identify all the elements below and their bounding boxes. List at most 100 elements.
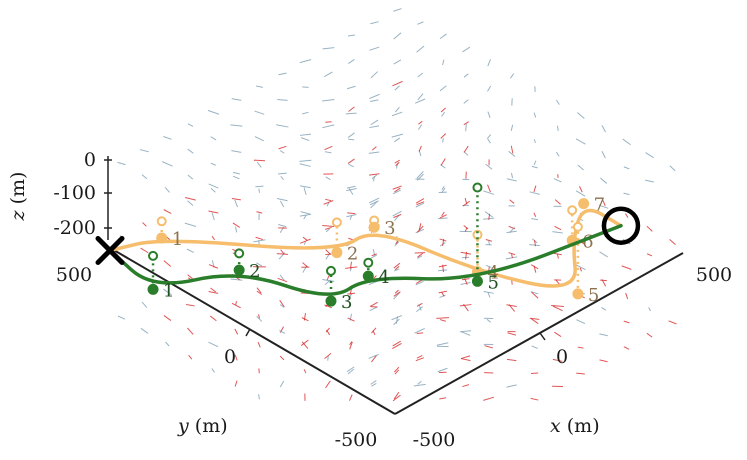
field-arrow (279, 150, 285, 154)
field-arrow (531, 318, 539, 324)
field-arrow (141, 301, 148, 308)
field-arrow (442, 264, 444, 273)
field-arrow (418, 145, 422, 152)
field-arrow (552, 231, 563, 234)
field-arrow (299, 213, 312, 217)
field-arrow (442, 138, 444, 143)
field-arrow (600, 279, 607, 282)
target-marker (156, 216, 167, 227)
field-arrow (349, 267, 352, 272)
waypoint-dot (368, 221, 380, 233)
field-arrow (579, 186, 583, 193)
field-arrow (187, 148, 194, 154)
field-arrow (303, 214, 307, 220)
field-arrow (622, 138, 631, 146)
field-arrow (255, 185, 264, 188)
field-arrow (346, 366, 355, 372)
waypoint-label: 2 (347, 244, 358, 265)
field-arrow (575, 264, 586, 271)
field-arrow (187, 123, 194, 127)
field-arrow (231, 150, 242, 153)
waypoint-label: 4 (378, 267, 389, 288)
field-arrow (418, 120, 423, 125)
field-arrow (507, 332, 517, 336)
field-arrow (529, 317, 540, 320)
target-marker (572, 221, 583, 232)
field-arrow (301, 317, 309, 322)
field-arrow (416, 45, 425, 53)
field-arrow (279, 299, 285, 308)
waypoint-label: 5 (487, 272, 498, 293)
field-arrow (368, 353, 379, 359)
field-arrow (280, 249, 285, 254)
field-arrow (437, 217, 448, 220)
field-arrow (299, 185, 311, 189)
field-arrow (648, 307, 652, 312)
field-arrow (440, 158, 446, 166)
field-arrow (256, 315, 263, 322)
y-tick-mark (245, 328, 251, 337)
x-axis-label: x (m) (550, 415, 600, 437)
field-arrow (531, 291, 539, 299)
field-arrow (460, 355, 471, 360)
field-arrow (533, 212, 537, 217)
field-arrow (509, 199, 515, 204)
field-arrow (278, 223, 287, 228)
field-arrow (556, 254, 559, 259)
field-arrow (463, 73, 469, 78)
field-arrow (624, 213, 629, 218)
field-arrow (278, 72, 287, 76)
field-arrow (276, 253, 289, 255)
field-arrow (322, 47, 335, 50)
target-marker (331, 217, 342, 228)
field-arrow (459, 304, 472, 307)
x-tick-mark (539, 332, 546, 341)
field-arrow (601, 198, 606, 207)
field-arrow (371, 146, 377, 151)
field-arrow (345, 112, 357, 115)
field-arrow (413, 383, 426, 387)
field-arrow (394, 187, 401, 193)
field-arrow (254, 110, 265, 115)
field-arrow (231, 198, 241, 201)
waypoint-dot (578, 198, 590, 210)
field-arrow (416, 225, 424, 233)
field-arrow (417, 252, 424, 258)
field-arrow (462, 46, 471, 53)
waypoint-label: 4 (487, 263, 498, 284)
field-arrow (394, 106, 400, 113)
x-tick-label: 0 (556, 346, 568, 368)
field-arrow (415, 228, 425, 234)
waypoint-label: 3 (384, 218, 395, 239)
field-arrow (463, 303, 469, 312)
field-arrow (436, 342, 449, 346)
field-arrow (324, 71, 333, 78)
field-arrow (506, 230, 517, 234)
field-arrow (163, 288, 172, 296)
field-arrow (552, 305, 563, 312)
field-arrow (186, 303, 195, 307)
field-arrow (601, 306, 607, 311)
field-arrow (347, 317, 355, 322)
field-arrow (163, 136, 172, 140)
target-marker (567, 205, 578, 216)
field-arrow (234, 354, 238, 361)
waypoint-label: 3 (341, 292, 352, 313)
field-arrow (326, 275, 330, 281)
field-arrow (437, 367, 448, 373)
field-arrow (322, 224, 335, 228)
field-arrow (483, 190, 495, 195)
field-arrow (324, 304, 333, 309)
field-arrow (462, 384, 470, 388)
field-arrow (208, 264, 219, 269)
y-tick-label: 500 (56, 264, 92, 286)
field-arrow (234, 328, 239, 335)
field-arrow (278, 145, 287, 150)
waypoint-label: 5 (588, 285, 599, 306)
field-arrow (487, 292, 491, 298)
field-arrow (487, 184, 491, 193)
field-arrow (441, 187, 446, 194)
field-arrow (347, 34, 356, 37)
